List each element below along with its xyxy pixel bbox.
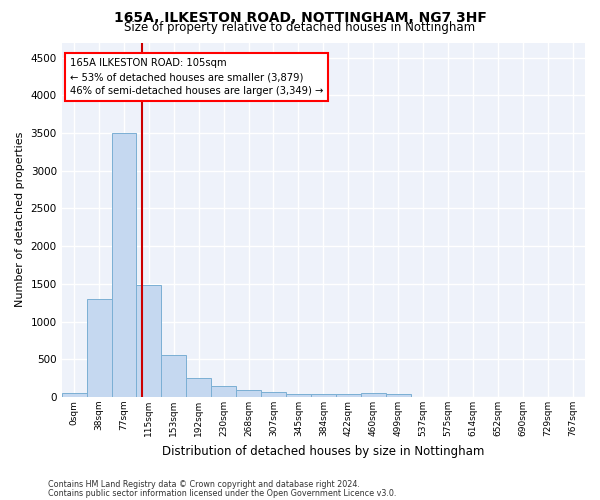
Bar [186, 378, 211, 397]
Bar [236, 390, 261, 397]
Bar [211, 386, 236, 397]
Bar [62, 393, 86, 397]
Bar [336, 394, 361, 397]
Bar [286, 394, 311, 397]
Bar [261, 392, 286, 397]
Bar [86, 299, 112, 397]
Bar [386, 394, 410, 397]
Text: Contains public sector information licensed under the Open Government Licence v3: Contains public sector information licen… [48, 488, 397, 498]
Text: Size of property relative to detached houses in Nottingham: Size of property relative to detached ho… [124, 21, 476, 34]
Bar [161, 355, 186, 397]
Bar [311, 394, 336, 397]
Y-axis label: Number of detached properties: Number of detached properties [15, 132, 25, 308]
Bar [361, 393, 386, 397]
Text: 165A ILKESTON ROAD: 105sqm
← 53% of detached houses are smaller (3,879)
46% of s: 165A ILKESTON ROAD: 105sqm ← 53% of deta… [70, 58, 323, 96]
Bar [112, 133, 136, 397]
Text: Contains HM Land Registry data © Crown copyright and database right 2024.: Contains HM Land Registry data © Crown c… [48, 480, 360, 489]
Text: 165A, ILKESTON ROAD, NOTTINGHAM, NG7 3HF: 165A, ILKESTON ROAD, NOTTINGHAM, NG7 3HF [113, 11, 487, 25]
Bar [136, 286, 161, 397]
X-axis label: Distribution of detached houses by size in Nottingham: Distribution of detached houses by size … [162, 444, 485, 458]
